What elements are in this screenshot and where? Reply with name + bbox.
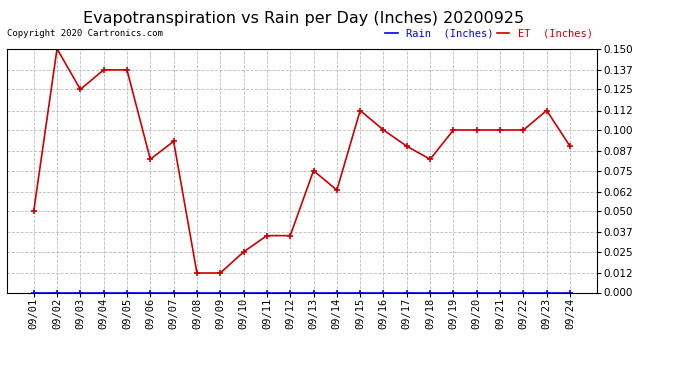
Legend: Rain  (Inches), ET  (Inches): Rain (Inches), ET (Inches) [381, 24, 597, 43]
Text: Evapotranspiration vs Rain per Day (Inches) 20200925: Evapotranspiration vs Rain per Day (Inch… [83, 11, 524, 26]
Text: Copyright 2020 Cartronics.com: Copyright 2020 Cartronics.com [7, 29, 163, 38]
